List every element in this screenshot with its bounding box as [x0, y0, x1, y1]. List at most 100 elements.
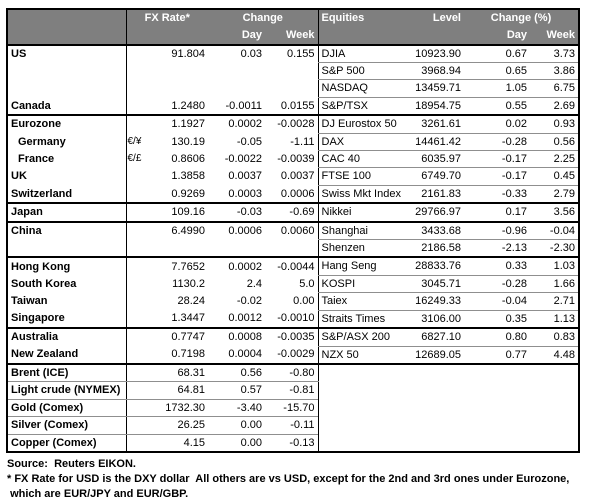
header-spacer [126, 26, 208, 46]
rows-body: US 91.804 0.03 0.155 DJIA 10923.90 0.67 3.73 S&P… [7, 44, 579, 453]
fx-name-cell: Copper (Comex) [7, 434, 127, 453]
fx-day-change-cell [208, 239, 265, 259]
fx-name-cell: South Korea [7, 275, 127, 293]
fx-name-cell: Singapore [7, 310, 127, 330]
fx-rate-cell: 1130.2 [172, 277, 205, 290]
fx-day-change-cell: 0.0002 [228, 118, 262, 131]
fx-week-change-cell: -0.0028 [277, 118, 315, 131]
equity-name-cell: Hang Seng [317, 257, 406, 276]
equity-name-cell: Straits Times [317, 310, 406, 330]
fx-rate-cell: 6.4990 [171, 224, 205, 237]
equity-day-change-cell: -2.13 [464, 239, 530, 259]
fx-rate-cell [153, 80, 208, 97]
equity-week-change-cell: 0.83 [530, 328, 579, 347]
fx-week-change-cell: -0.0044 [277, 260, 315, 273]
equity-name-cell: S&P 500 [317, 62, 406, 81]
table-row: Gold (Comex) 1732.30 -3.40 -15.70 [7, 399, 579, 418]
fx-name-cell [7, 79, 127, 98]
equity-level-cell: 6035.97 [406, 150, 464, 169]
fx-rate-cell: 1.1927 [171, 118, 205, 131]
fx-name-cell: Japan [7, 203, 127, 223]
currency-pair-label [126, 257, 153, 275]
equity-day-change-cell: 1.05 [464, 79, 530, 98]
equity-name-cell: S&P/TSX [317, 97, 406, 117]
equity-name-cell: Taiex [317, 292, 406, 311]
equity-day-change-cell: -0.33 [464, 185, 530, 205]
table-row: Hong Kong 7.7652 0.0002 -0.0044 Hang Seng 288… [7, 257, 579, 276]
fx-day-change-cell: 0.56 [208, 363, 265, 383]
table-row: Australia 0.7747 0.0008 -0.0035 S&P/ASX 200 6… [7, 328, 579, 347]
fx-name-cell: China [7, 221, 127, 240]
equity-day-change-cell: -0.04 [464, 292, 530, 311]
equity-name-cell: CAC 40 [317, 150, 406, 169]
fx-name-cell: France [7, 150, 127, 168]
equity-name-cell: DAX [317, 133, 406, 152]
fx-day-change-cell: -0.0022 [224, 153, 262, 166]
equity-week-change-cell: -0.04 [530, 221, 579, 241]
fx-day-change-cell [208, 80, 265, 97]
currency-pair-label [126, 97, 153, 117]
fx-rate-cell: 1.2480 [153, 97, 208, 117]
fx-rate-cell: 1.3858 [171, 170, 205, 183]
fx-week-change-cell: -0.0029 [265, 346, 318, 365]
table-row: NASDAQ 13459.71 1.05 6.75 [7, 79, 579, 98]
equity-level-cell: 29766.97 [406, 203, 464, 223]
fx-rate-cell: 130.19 [171, 135, 205, 148]
currency-pair-label [126, 185, 153, 205]
table-row: Canada 1.2480 -0.0011 0.0155 S&P/TSX 18954.75… [7, 97, 579, 117]
fx-change-header: Change [208, 9, 318, 27]
currency-pair-label [126, 168, 153, 185]
equity-week-change-cell: 2.25 [530, 150, 579, 169]
equity-week-change-cell: 2.69 [530, 97, 579, 117]
equity-level-cell: 16249.33 [406, 292, 464, 311]
equity-day-change-cell: 0.02 [464, 115, 530, 134]
fx-week-change-cell: -0.13 [265, 434, 318, 453]
fx-day-change-cell: 0.0037 [228, 170, 262, 183]
equity-name-cell: KOSPI [317, 275, 406, 294]
table-header: FX Rate* Change Equities Level Change (%… [7, 9, 579, 46]
equities-week-header: Week [530, 26, 579, 46]
fx-name-cell: Eurozone [7, 115, 127, 134]
table-row: Copper (Comex) 4.15 0.00 -0.13 [7, 434, 579, 453]
market-data-table: FX Rate* Change Equities Level Change (%… [6, 8, 580, 453]
equity-level-cell: 3433.68 [406, 221, 464, 241]
equity-day-change-cell: 0.55 [464, 97, 530, 117]
fx-week-change-cell: 0.0037 [280, 170, 315, 183]
fx-day-change-cell: 0.00 [208, 416, 265, 435]
equity-level-cell: 3968.94 [406, 62, 464, 81]
equity-level-cell: 13459.71 [406, 79, 464, 98]
currency-pair-label [126, 239, 153, 259]
table-row: Singapore 1.3447 0.0012 -0.0010 Straits Time… [7, 310, 579, 330]
table-row: US 91.804 0.03 0.155 DJIA 10923.90 0.67 3.73 [7, 44, 579, 63]
header-name-spacer-2 [7, 26, 127, 46]
fx-week-change-cell: -0.80 [265, 363, 318, 383]
fx-rate-cell: 0.8606 [171, 153, 205, 166]
equity-day-change-cell: 0.17 [464, 203, 530, 223]
fx-day-change-cell: -0.05 [236, 135, 262, 148]
fx-week-change-cell [265, 239, 318, 259]
equity-level-cell: 3045.71 [406, 275, 464, 294]
equity-day-change-cell: 0.67 [464, 44, 530, 63]
fx-week-change-cell: -0.0010 [265, 310, 318, 330]
equity-name-cell: NASDAQ [317, 79, 406, 98]
equity-level-cell: 6827.10 [406, 328, 464, 347]
fx-name-cell: Switzerland [7, 185, 127, 205]
currency-pair-label [126, 399, 153, 418]
equity-day-change-cell: 0.65 [464, 62, 530, 81]
fx-week-header: Week [265, 26, 318, 46]
fx-day-change-cell: 0.0003 [208, 185, 265, 205]
fx-week-change-cell: 5.0 [299, 277, 315, 290]
fx-name-cell: US [7, 44, 127, 63]
fx-name-cell: Taiwan [7, 292, 127, 311]
fx-day-change-cell: 0.0006 [228, 224, 262, 237]
fx-rate-header: FX Rate* [126, 9, 208, 27]
header-spacer-level [406, 26, 464, 46]
equity-day-change-cell: -0.28 [464, 275, 530, 294]
equity-week-change-cell: 2.79 [530, 185, 579, 205]
equity-level-cell: 14461.42 [406, 133, 464, 152]
table-row: Taiwan 28.24 -0.02 0.00 Taiex 16249.33 -0.04 2.… [7, 292, 579, 311]
equities-header: Equities [317, 9, 406, 27]
fx-name-cell: Australia [7, 328, 127, 346]
equity-day-change-cell: 0.35 [464, 310, 530, 330]
fx-week-change-cell: 0.0006 [265, 185, 318, 205]
